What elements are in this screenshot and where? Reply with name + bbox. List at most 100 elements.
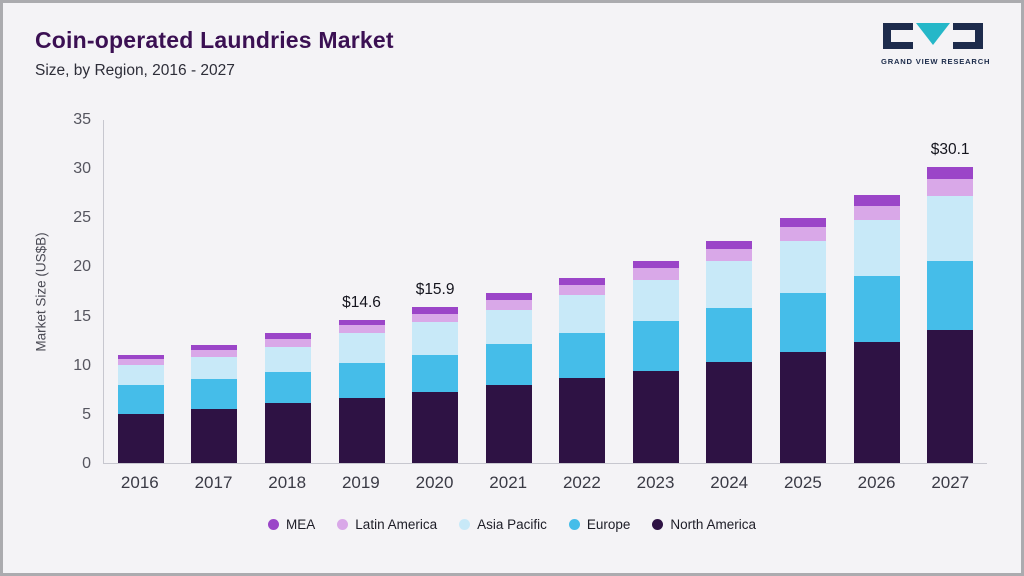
bar-segment-latin-america (191, 350, 238, 357)
bar-segment-europe (706, 307, 753, 362)
x-axis-label: 2023 (636, 473, 675, 492)
x-axis-label: 2020 (415, 473, 454, 492)
bar-segment-asia-pacific (559, 294, 606, 334)
bar-segment-mea (117, 354, 164, 359)
bar-segment-europe (927, 260, 974, 331)
bar-segment-latin-america (485, 299, 532, 310)
gvr-logo-icon (883, 23, 983, 49)
legend-item-europe: Europe (568, 517, 631, 532)
bar-stack (338, 319, 385, 463)
bar-column-2025 (766, 120, 840, 463)
y-tick-label: 10 (73, 356, 91, 374)
bar-stack (117, 354, 164, 463)
bar-segment-europe (117, 385, 164, 414)
bars-container: $14.6 $15.9 $30.1 (104, 120, 987, 463)
bar-segment-asia-pacific (264, 347, 311, 372)
bar-column-2024 (693, 120, 767, 463)
y-tick-label: 5 (82, 405, 91, 423)
bar-segment-north-america (632, 370, 679, 463)
bar-stack (264, 333, 311, 463)
bar-segment-mea (412, 306, 459, 314)
bar-segment-mea (706, 240, 753, 249)
bar-segment-north-america (191, 408, 238, 463)
bar-segment-north-america (412, 392, 459, 463)
y-tick-label: 35 (73, 111, 91, 128)
y-tick-label: 15 (73, 307, 91, 325)
bar-segment-europe (338, 362, 385, 399)
plot-area: $14.6 $15.9 $30.1 (103, 120, 987, 464)
bar-segment-north-america (706, 361, 753, 463)
bar-segment-mea (559, 278, 606, 286)
bar-segment-latin-america (412, 313, 459, 323)
chart-title: Coin-operated Laundries Market (35, 27, 394, 53)
legend-marker (459, 519, 471, 530)
bar-segment-europe (779, 292, 826, 352)
legend-item-mea: MEA (268, 517, 315, 532)
bar-segment-latin-america (779, 227, 826, 241)
legend-label: North America (670, 517, 756, 532)
bar-segment-mea (264, 333, 311, 340)
bar-segment-europe (264, 371, 311, 404)
legend: MEA Latin America Asia Pacific Europe North … (3, 517, 1021, 532)
chart-subtitle: Size, by Region, 2016 - 2027 (35, 62, 235, 79)
legend-marker (337, 519, 349, 530)
bar-segment-latin-america (117, 358, 164, 365)
bar-segment-north-america (117, 413, 164, 463)
bar-segment-latin-america (632, 268, 679, 281)
bar-segment-europe (632, 321, 679, 371)
bar-segment-mea (927, 167, 974, 179)
bar-value-label: $30.1 (930, 141, 970, 159)
bar-column-2018 (251, 120, 325, 463)
bar-segment-mea (485, 293, 532, 300)
bar-segment-europe (485, 344, 532, 386)
bar-column-2021 (472, 120, 546, 463)
bar-segment-asia-pacific (853, 220, 900, 277)
legend-label: Latin America (355, 517, 438, 532)
x-axis-label: 2027 (931, 473, 970, 492)
bar-segment-asia-pacific (779, 240, 826, 293)
bar-segment-asia-pacific (706, 260, 753, 308)
legend-marker (268, 519, 280, 530)
bar-segment-europe (559, 333, 606, 379)
bar-segment-mea (853, 194, 900, 206)
bar-stack (485, 293, 532, 463)
x-axis-label: 2022 (562, 473, 601, 492)
x-axis-label: 2021 (489, 473, 528, 492)
x-axis-labels: 2016 2017 2018 2019 2020 2021 2022 2023 2024 2025… (103, 473, 987, 493)
y-tick-label: 30 (73, 160, 91, 178)
legend-marker (652, 519, 664, 530)
bar-segment-mea (779, 218, 826, 228)
bar-segment-latin-america (264, 339, 311, 348)
bar-column-2023 (619, 120, 693, 463)
bar-segment-north-america (853, 342, 900, 463)
bar-column-2019: $14.6 (325, 120, 399, 463)
bar-segment-asia-pacific (117, 364, 164, 386)
bar-segment-north-america (779, 351, 826, 463)
y-axis-ticks: 0 5 10 15 20 25 30 35 (3, 111, 91, 472)
bar-segment-europe (853, 276, 900, 343)
bar-stack (559, 278, 606, 463)
bar-segment-europe (191, 379, 238, 409)
bar-segment-latin-america (559, 285, 606, 295)
legend-marker (568, 519, 580, 530)
bar-column-2026 (840, 120, 914, 463)
bar-segment-mea (338, 319, 385, 326)
legend-item-asia-pacific: Asia Pacific (459, 517, 547, 532)
bar-segment-asia-pacific (338, 333, 385, 363)
header: Coin-operated Laundries Market Size, by … (35, 27, 394, 80)
bar-stack (412, 306, 459, 463)
x-axis-label: 2024 (710, 473, 749, 492)
bar-value-label: $14.6 (342, 293, 381, 311)
bar-segment-asia-pacific (927, 195, 974, 261)
bar-segment-north-america (559, 378, 606, 463)
bar-segment-asia-pacific (412, 322, 459, 355)
bar-stack (706, 240, 753, 463)
bar-stack (191, 345, 238, 463)
bar-column-2020: $15.9 (398, 120, 472, 463)
bar-column-2017 (178, 120, 252, 463)
x-axis-label: 2016 (120, 473, 159, 492)
bar-segment-mea (191, 345, 238, 350)
bar-column-2022 (545, 120, 619, 463)
legend-label: Europe (586, 517, 631, 532)
